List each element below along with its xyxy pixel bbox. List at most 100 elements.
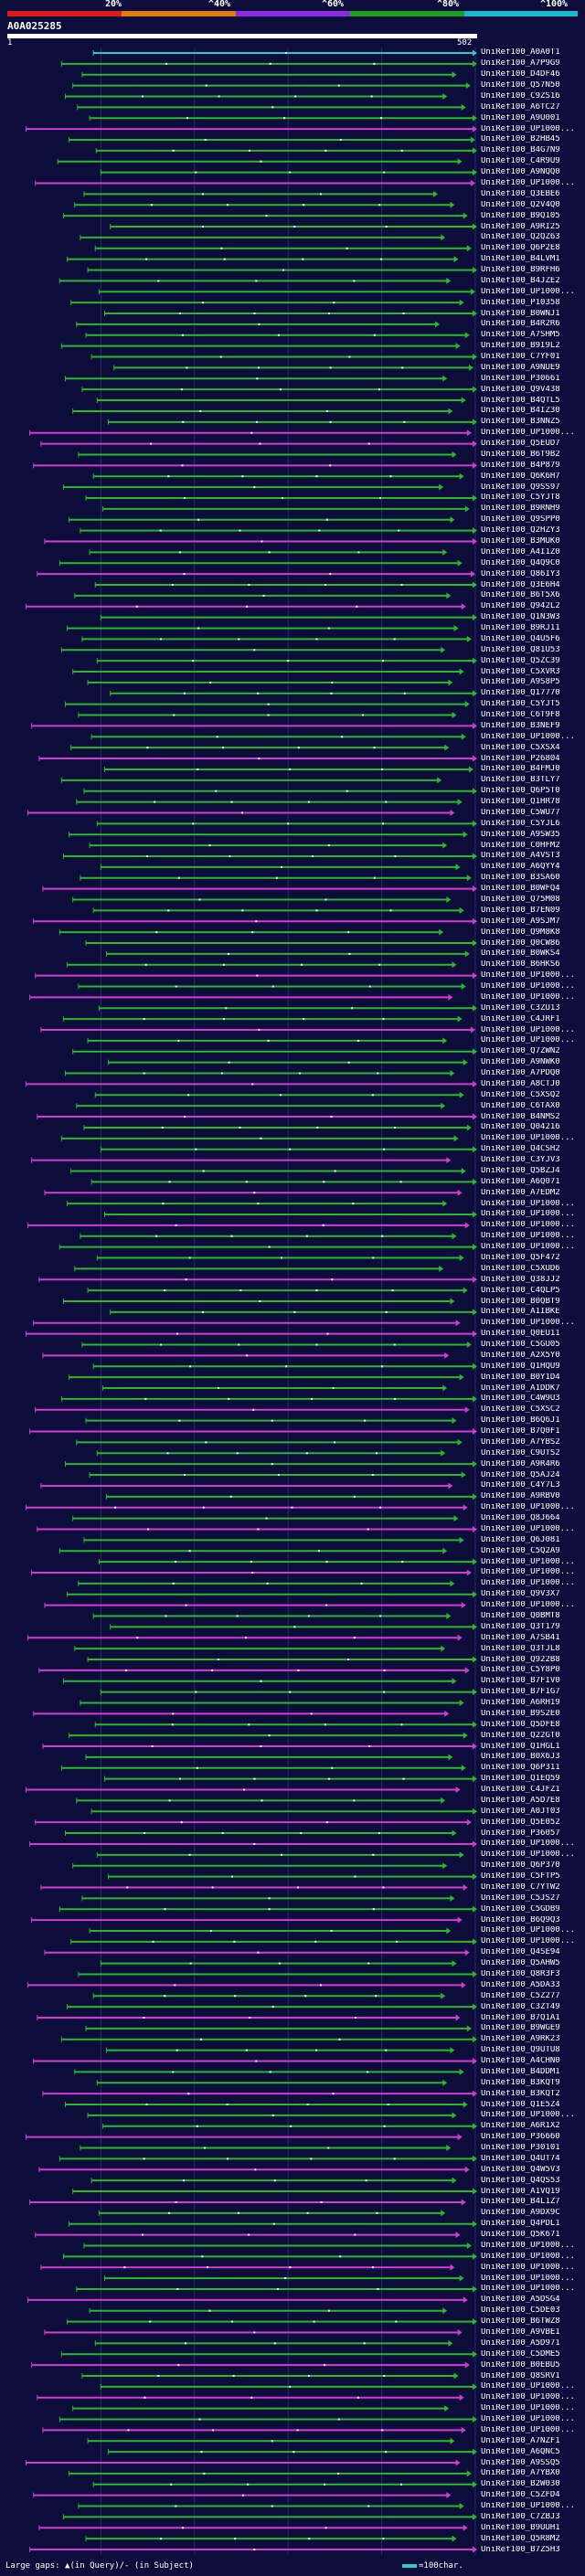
hit-alignment[interactable] [76, 1438, 463, 1446]
hit-alignment[interactable] [58, 277, 452, 284]
hit-alignment[interactable] [69, 136, 475, 143]
hit-label-link[interactable]: UniRef100_C3YJV3 [481, 1156, 560, 1165]
hit-alignment[interactable] [108, 419, 477, 426]
hit-label-link[interactable]: UniRef100_UP1000... [481, 1557, 575, 1566]
hit-label-link[interactable]: UniRef100_Q8SRV1 [481, 2371, 560, 2380]
hit-label-link[interactable]: UniRef100_A9RI25 [481, 222, 560, 231]
hit-label-link[interactable]: UniRef100_B0QBT9 [481, 1297, 560, 1306]
hit-alignment[interactable] [37, 2394, 464, 2401]
hit-label-link[interactable]: UniRef100_A7SHM5 [481, 331, 560, 340]
hit-alignment[interactable] [100, 1960, 457, 1967]
hit-alignment[interactable] [100, 1689, 477, 1696]
hit-label-link[interactable]: UniRef100_Q6P2E8 [481, 244, 560, 253]
hit-alignment[interactable] [27, 1981, 466, 1988]
hit-label-link[interactable]: UniRef100_C5DME5 [481, 2349, 560, 2359]
hit-alignment[interactable] [37, 1113, 477, 1120]
hit-label-link[interactable]: UniRef100_P26804 [481, 754, 560, 763]
hit-alignment[interactable] [31, 2361, 470, 2369]
hit-alignment[interactable] [60, 1395, 477, 1403]
hit-alignment[interactable] [81, 1894, 455, 1902]
hit-alignment[interactable] [90, 1807, 477, 1815]
hit-label-link[interactable]: UniRef100_A7YBS2 [481, 1437, 560, 1447]
hit-alignment[interactable] [58, 1547, 448, 1554]
hit-label-link[interactable]: UniRef100_B4IZ30 [481, 407, 560, 416]
hit-alignment[interactable] [38, 2166, 470, 2173]
hit-alignment[interactable] [89, 548, 448, 556]
hit-alignment[interactable] [74, 201, 455, 208]
hit-alignment[interactable] [33, 1710, 450, 1717]
hit-label-link[interactable]: UniRef100_P36660 [481, 2133, 560, 2142]
hit-label-link[interactable]: UniRef100_UP1000... [481, 1503, 575, 1512]
hit-label-link[interactable]: UniRef100_C5WU77 [481, 808, 560, 817]
hit-label-link[interactable]: UniRef100_UP1000... [481, 992, 575, 1002]
hit-label-link[interactable]: UniRef100_UP1000... [481, 2274, 575, 2283]
hit-alignment[interactable] [69, 2221, 477, 2228]
hit-label-link[interactable]: UniRef100_Q9M8K8 [481, 928, 560, 937]
hit-label-link[interactable]: UniRef100_Q5AJ24 [481, 1470, 560, 1479]
hit-alignment[interactable] [98, 2210, 446, 2217]
hit-alignment[interactable] [72, 82, 471, 90]
hit-label-link[interactable]: UniRef100_Q9SS97 [481, 482, 560, 492]
hit-label-link[interactable]: UniRef100_UP1000... [481, 1210, 575, 1219]
hit-alignment[interactable] [101, 1384, 448, 1392]
hit-label-link[interactable]: UniRef100_A6Q071 [481, 1177, 560, 1186]
hit-alignment[interactable] [100, 1146, 477, 1153]
hit-alignment[interactable] [64, 1460, 477, 1468]
hit-label-link[interactable]: UniRef100_C6TAX0 [481, 1101, 560, 1110]
hit-alignment[interactable] [87, 679, 453, 686]
hit-alignment[interactable] [94, 2339, 453, 2347]
hit-label-link[interactable]: UniRef100_Q57N50 [481, 81, 560, 90]
hit-label-link[interactable]: UniRef100_C5JS27 [481, 1893, 560, 1903]
hit-alignment[interactable] [92, 2481, 477, 2488]
hit-alignment[interactable] [25, 603, 466, 610]
hit-alignment[interactable] [29, 2546, 477, 2553]
hit-label-link[interactable]: UniRef100_UP1000... [481, 2415, 575, 2423]
hit-label-link[interactable]: UniRef100_B6TWZ8 [481, 2317, 560, 2327]
hit-label-link[interactable]: UniRef100_B0Y1D4 [481, 1373, 560, 1382]
hit-alignment[interactable] [85, 2025, 472, 2032]
hit-alignment[interactable] [80, 234, 446, 241]
hit-label-link[interactable]: UniRef100_Q3TJL8 [481, 1644, 560, 1653]
hit-label-link[interactable]: UniRef100_A4VST3 [481, 852, 560, 861]
hit-label-link[interactable]: UniRef100_B7F1G7 [481, 1688, 560, 1697]
hit-label-link[interactable]: UniRef100_UP1000... [481, 2252, 575, 2261]
hit-alignment[interactable] [106, 2047, 455, 2054]
hit-label-link[interactable]: UniRef100_C5GU05 [481, 1341, 560, 1349]
hit-alignment[interactable] [69, 516, 455, 524]
hit-alignment[interactable] [113, 364, 473, 371]
hit-alignment[interactable] [70, 299, 464, 306]
hit-label-link[interactable]: UniRef100_Q9UTU8 [481, 2046, 560, 2055]
hit-alignment[interactable] [64, 1070, 455, 1077]
hit-alignment[interactable] [35, 179, 475, 186]
hit-label-link[interactable]: UniRef100_B4FMJ0 [481, 765, 560, 774]
hit-alignment[interactable] [106, 950, 470, 958]
hit-alignment[interactable] [89, 2307, 448, 2315]
hit-alignment[interactable] [92, 1612, 452, 1619]
hit-label-link[interactable]: UniRef100_A6TC27 [481, 102, 560, 111]
hit-label-link[interactable]: UniRef100_B3TLY7 [481, 776, 560, 785]
hit-alignment[interactable] [108, 1873, 477, 1881]
hit-alignment[interactable] [62, 853, 477, 860]
hit-alignment[interactable] [60, 60, 477, 68]
hit-label-link[interactable]: UniRef100_B9RNH9 [481, 504, 560, 514]
hit-label-link[interactable]: UniRef100_C5DE03 [481, 2306, 560, 2316]
hit-label-link[interactable]: UniRef100_B0EBU5 [481, 2360, 560, 2369]
hit-alignment[interactable] [92, 472, 464, 480]
hit-alignment[interactable] [89, 1927, 452, 1935]
hit-label-link[interactable]: UniRef100_C4R9U9 [481, 157, 560, 166]
hit-label-link[interactable]: UniRef100_UP1000... [481, 1937, 575, 1946]
hit-alignment[interactable] [87, 1287, 468, 1294]
hit-alignment[interactable] [31, 1157, 452, 1164]
hit-label-link[interactable]: UniRef100_Q5ZC39 [481, 656, 560, 665]
hit-label-link[interactable]: UniRef100_A9SJM7 [481, 917, 560, 926]
hit-label-link[interactable]: UniRef100_C5Q2A9 [481, 1546, 560, 1555]
hit-alignment[interactable] [95, 147, 477, 154]
hit-label-link[interactable]: UniRef100_UP1000... [481, 287, 575, 296]
hit-alignment[interactable] [78, 1580, 455, 1587]
hit-alignment[interactable] [77, 103, 466, 111]
hit-label-link[interactable]: UniRef100_A9DX9C [481, 2209, 560, 2218]
hit-alignment[interactable] [64, 375, 448, 382]
hit-label-link[interactable]: UniRef100_UP1000... [481, 2263, 575, 2272]
hit-label-link[interactable]: UniRef100_B6T9B2 [481, 450, 560, 459]
hit-label-link[interactable]: UniRef100_UP1000... [481, 2382, 575, 2391]
